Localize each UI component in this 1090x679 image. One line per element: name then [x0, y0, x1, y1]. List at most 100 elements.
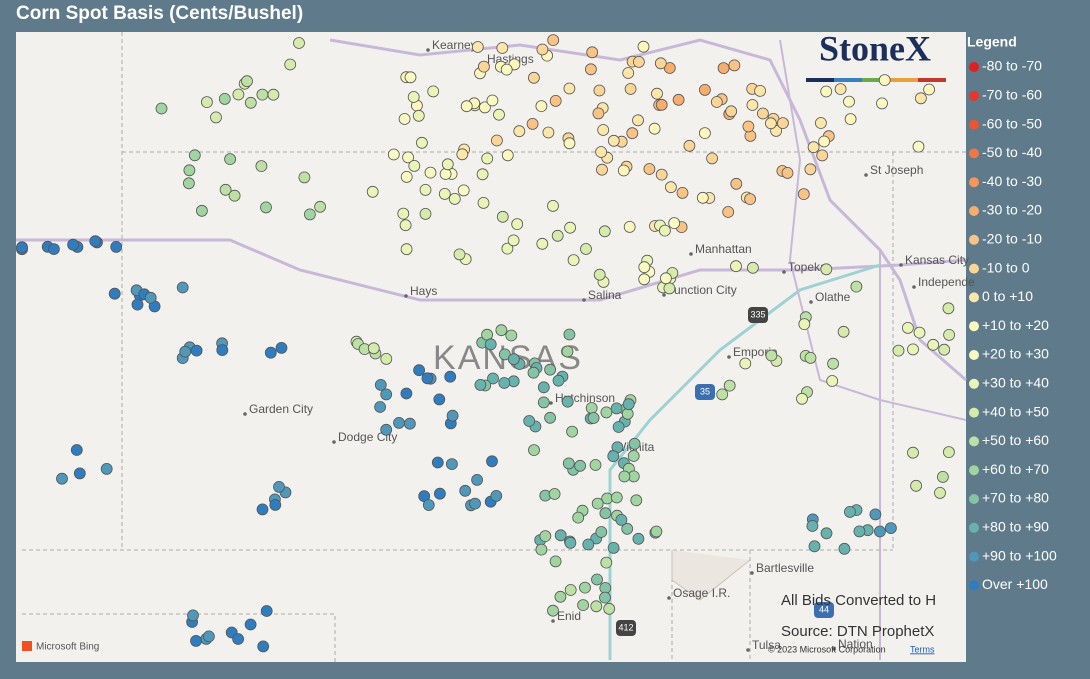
basis-dot	[448, 192, 461, 205]
basis-dot	[754, 85, 766, 97]
basis-dot	[612, 421, 625, 433]
basis-dot	[255, 160, 268, 173]
place-label: Independe	[918, 275, 975, 289]
legend-swatch	[969, 551, 979, 562]
basis-dot	[804, 351, 817, 364]
basis-dot	[937, 470, 949, 483]
place-marker	[582, 298, 586, 302]
basis-dot	[495, 324, 508, 337]
basis-dot	[493, 108, 505, 121]
legend-label: +10 to +20	[982, 317, 1049, 333]
basis-dot	[387, 148, 400, 161]
place-label: Osage I.R.	[673, 586, 730, 600]
basis-dot	[187, 609, 199, 622]
place-marker	[899, 263, 903, 267]
basis-dot	[241, 75, 253, 88]
basis-dot	[610, 491, 623, 504]
basis-dot	[572, 511, 585, 524]
basis-dot	[815, 117, 827, 129]
place-marker	[727, 355, 731, 359]
copyright: © 2023 Microsoft Corporation	[768, 644, 886, 654]
basis-dot	[907, 343, 919, 356]
basis-dot	[232, 633, 245, 645]
place-marker	[404, 294, 408, 298]
basis-dot	[404, 71, 417, 84]
basis-dot	[484, 338, 497, 351]
basis-dot	[668, 217, 681, 230]
basis-dot	[912, 140, 925, 153]
basis-dot	[500, 63, 513, 76]
basis-dot	[592, 107, 605, 120]
basis-dot	[615, 514, 628, 526]
basis-dot	[818, 135, 830, 148]
basis-dot	[943, 446, 955, 459]
basis-dot	[403, 417, 416, 430]
basis-dot	[593, 84, 606, 97]
basis-dot	[722, 206, 735, 218]
legend-label: -60 to -50	[982, 115, 1042, 131]
basis-dot	[551, 229, 564, 242]
basis-dot	[453, 248, 466, 261]
basis-dot	[501, 149, 514, 162]
basis-dot	[507, 353, 520, 366]
basis-dot	[706, 152, 718, 165]
basis-dot	[574, 459, 586, 472]
basis-dot	[561, 395, 574, 408]
basis-dot	[781, 166, 794, 179]
place-marker	[689, 252, 693, 256]
basis-dot	[549, 95, 562, 107]
place-label: Tulsa	[752, 638, 781, 652]
basis-dot	[699, 84, 711, 96]
basis-dot	[471, 473, 484, 486]
basis-dot	[380, 423, 393, 436]
basis-dot	[716, 388, 729, 401]
basis-dot	[496, 42, 509, 54]
basis-dot	[366, 185, 379, 198]
basis-dot	[844, 113, 857, 125]
basis-dot	[927, 338, 940, 351]
basis-dot	[607, 450, 620, 463]
basis-dot	[544, 411, 556, 424]
basis-dot	[672, 93, 685, 106]
basis-dot	[547, 199, 559, 212]
basis-dot	[511, 218, 524, 231]
legend-swatch	[969, 263, 979, 274]
basis-dot	[618, 470, 631, 483]
basis-dot	[622, 398, 635, 411]
basis-dot	[108, 287, 121, 300]
basis-dot	[561, 345, 574, 358]
legend-label: Over +100	[982, 576, 1048, 592]
basis-dot	[585, 402, 598, 414]
legend-label: -10 to 0	[982, 259, 1030, 275]
basis-dot	[554, 529, 567, 542]
legend-label: +90 to +100	[982, 547, 1057, 563]
basis-dot	[617, 164, 630, 177]
region	[671, 550, 751, 601]
basis-dot	[496, 210, 509, 223]
basis-dot	[942, 302, 955, 315]
basis-dot	[490, 489, 503, 502]
legend-swatch	[969, 119, 979, 130]
basis-dot	[526, 118, 539, 130]
place-marker	[549, 401, 553, 405]
basis-dot	[490, 134, 503, 147]
basis-dot	[595, 146, 607, 158]
source-note: All Bids Converted to H	[781, 592, 936, 609]
basis-dot	[885, 522, 897, 534]
basis-dot	[876, 97, 888, 110]
basis-dot	[298, 171, 311, 184]
basis-dot	[820, 263, 833, 276]
terms-link[interactable]: Terms	[910, 644, 935, 654]
basis-dot	[419, 183, 432, 196]
basis-dot	[599, 591, 611, 604]
basis-dot	[48, 243, 60, 256]
basis-dot	[257, 640, 270, 653]
basis-dot	[603, 602, 616, 615]
basis-dot	[179, 345, 192, 358]
place-label: Topeka	[788, 260, 827, 274]
basis-dot	[730, 177, 743, 190]
basis-dot	[650, 525, 663, 538]
basis-dot	[725, 105, 738, 118]
basis-dot	[628, 437, 641, 450]
basis-dot	[210, 111, 222, 124]
